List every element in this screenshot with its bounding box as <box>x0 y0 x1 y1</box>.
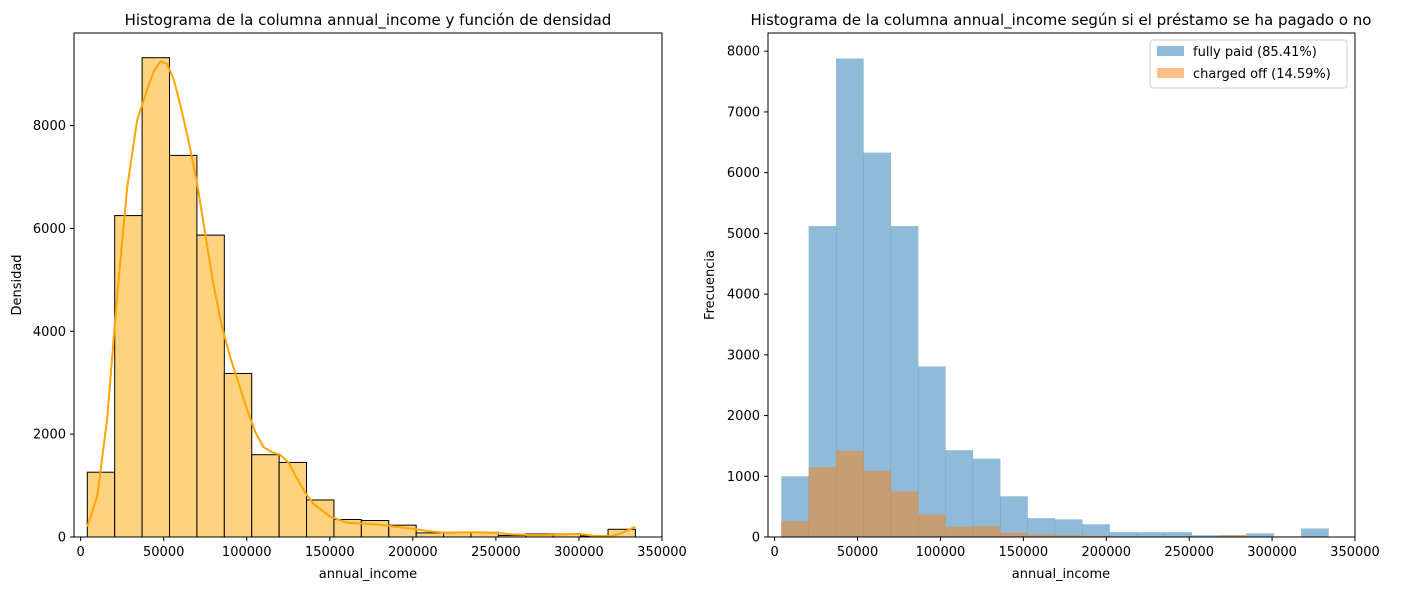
x-tick-label: 0 <box>77 545 85 560</box>
y-tick-label: 8000 <box>33 119 66 134</box>
x-axis-label: annual_income <box>1012 567 1110 582</box>
x-tick-label: 50000 <box>143 545 184 560</box>
fully-paid-bar <box>1136 532 1165 537</box>
charged-off-bar <box>1219 535 1247 537</box>
legend-swatch-fully-paid <box>1157 46 1184 56</box>
legend-label-fully-paid: fully paid (85.41%) <box>1193 45 1317 60</box>
histogram-bar <box>196 234 225 538</box>
legend-swatch-charged-off <box>1157 68 1184 78</box>
fully-paid-bar <box>1301 528 1329 537</box>
y-tick-label: 8000 <box>727 45 760 60</box>
y-tick-label: 2000 <box>727 409 760 424</box>
fully-paid-bar <box>918 366 946 537</box>
charged-off-bar <box>781 521 809 537</box>
charged-off-bar <box>1000 532 1028 537</box>
charged-off-bar <box>1054 535 1083 537</box>
fully-paid-bar <box>890 226 919 537</box>
fully-paid-bar <box>1000 496 1028 537</box>
x-tick-label: 100000 <box>222 545 272 560</box>
histogram-bar <box>251 454 280 538</box>
fully-paid-bar <box>945 450 974 537</box>
histogram-bar <box>306 499 335 538</box>
x-tick-label: 150000 <box>999 545 1049 560</box>
x-tick-label: 100000 <box>916 545 966 560</box>
charged-off-bar <box>918 514 946 537</box>
x-tick-label: 350000 <box>637 545 687 560</box>
fully-paid-bar <box>1164 532 1192 537</box>
fully-paid-bar <box>1027 518 1056 537</box>
x-axis-label: annual_income <box>319 567 417 582</box>
histogram-bar <box>223 372 253 538</box>
y-tick-label: 5000 <box>727 227 760 242</box>
x-tick-label: 50000 <box>837 545 878 560</box>
y-tick-label: 6000 <box>727 166 760 181</box>
y-tick-label: 6000 <box>33 222 66 237</box>
x-tick-label: 250000 <box>471 545 521 560</box>
chart-title: Histograma de la columna annual_income s… <box>751 11 1372 30</box>
charged-off-bar <box>1082 535 1110 537</box>
y-tick-label: 1000 <box>727 470 760 485</box>
y-tick-label: 7000 <box>727 105 760 120</box>
y-tick-label: 0 <box>752 531 760 546</box>
legend-label-charged-off: charged off (14.59%) <box>1193 67 1331 82</box>
y-tick-label: 2000 <box>33 428 66 443</box>
charged-off-bar <box>1027 534 1056 537</box>
density-histogram-chart: Histograma de la columna annual_income y… <box>10 11 687 582</box>
x-tick-label: 200000 <box>388 545 438 560</box>
x-tick-label: 200000 <box>1081 545 1131 560</box>
y-tick-label: 3000 <box>727 348 760 363</box>
charged-off-bar <box>972 526 1001 537</box>
x-tick-label: 350000 <box>1330 545 1380 560</box>
charged-off-bar <box>835 450 864 537</box>
fully-paid-bar <box>1082 524 1110 537</box>
charged-off-bar <box>945 526 974 537</box>
histogram-bar <box>86 471 116 538</box>
y-axis-label: Frecuencia <box>703 250 718 320</box>
legend-box <box>1149 39 1348 89</box>
fully-paid-bar <box>1191 535 1220 537</box>
y-tick-label: 4000 <box>33 325 66 340</box>
fully-paid-bar <box>972 458 1001 537</box>
fully-paid-bar <box>1054 519 1083 537</box>
x-tick-label: 150000 <box>305 545 355 560</box>
fully-paid-bar <box>1109 532 1138 537</box>
histogram-bar <box>278 461 308 538</box>
x-tick-label: 300000 <box>554 545 604 560</box>
charged-off-bar <box>863 470 892 537</box>
y-tick-label: 0 <box>58 531 66 546</box>
histogram-bar <box>169 154 198 538</box>
density-curve <box>86 60 636 537</box>
x-tick-label: 0 <box>770 545 778 560</box>
frequency-histogram-chart: Histograma de la columna annual_income s… <box>703 11 1380 582</box>
chart-title: Histograma de la columna annual_income y… <box>125 11 612 30</box>
x-tick-label: 300000 <box>1247 545 1297 560</box>
histogram-bar <box>415 532 445 538</box>
y-axis-label: Densidad <box>10 254 25 315</box>
histogram-bar <box>114 215 143 538</box>
histogram-bar <box>141 57 171 538</box>
x-tick-label: 250000 <box>1164 545 1214 560</box>
fully-paid-bar <box>1246 533 1275 537</box>
plot-frame <box>73 32 663 538</box>
plot-frame <box>767 32 1356 538</box>
y-tick-label: 4000 <box>727 288 760 303</box>
charged-off-bar <box>808 467 837 537</box>
charged-off-bar <box>890 491 919 537</box>
legend: fully paid (85.41%) charged off (14.59%) <box>1149 39 1348 89</box>
